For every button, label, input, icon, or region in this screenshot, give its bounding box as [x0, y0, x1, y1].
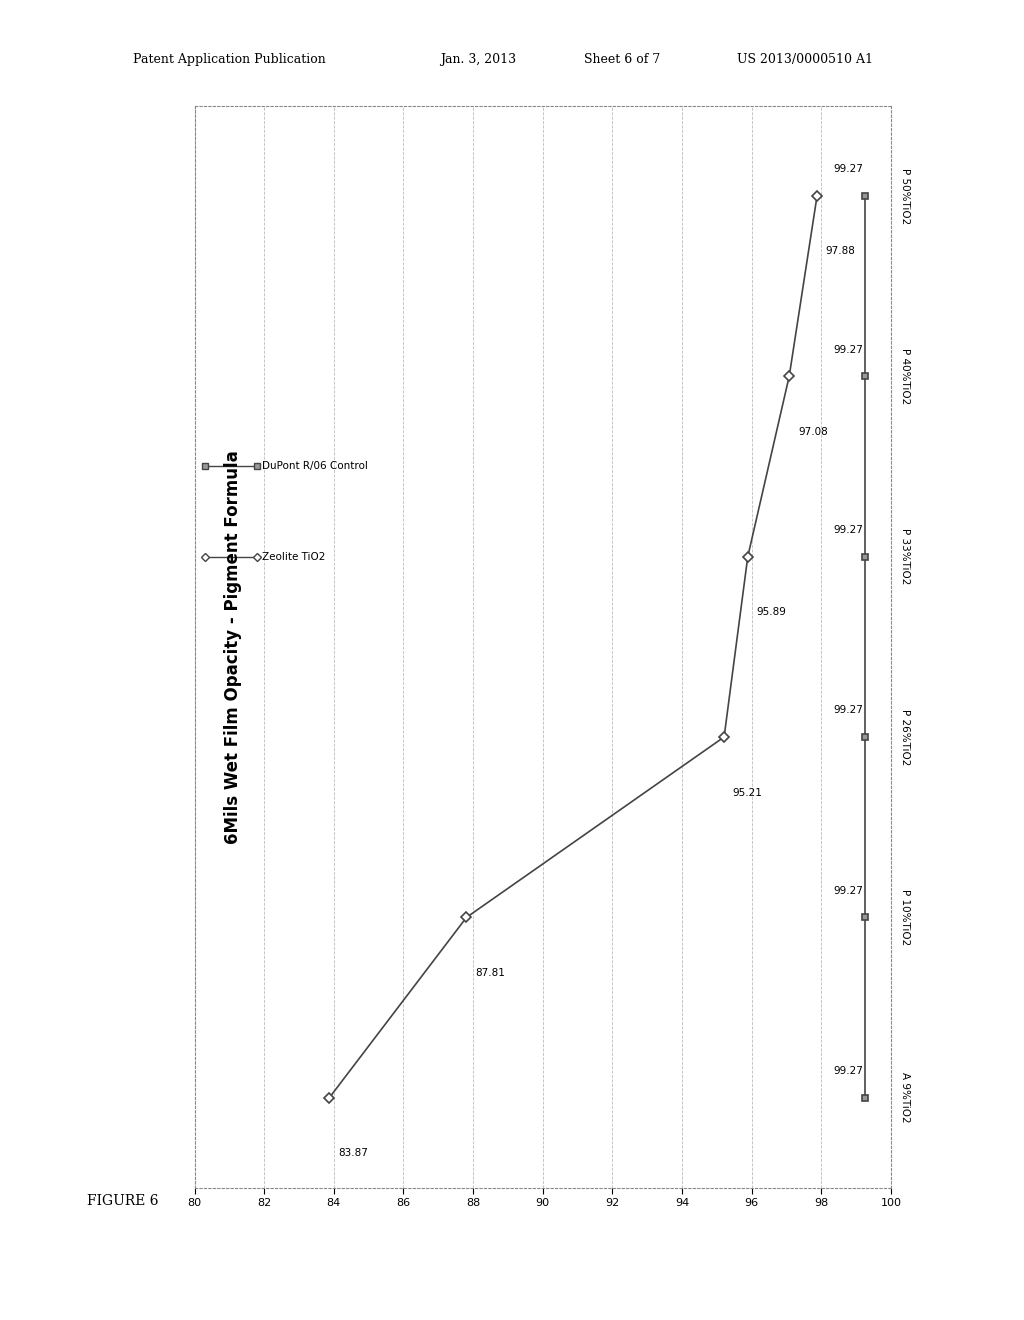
Text: DuPont R/06 Control: DuPont R/06 Control [262, 462, 369, 471]
Text: 83.87: 83.87 [338, 1148, 368, 1159]
Text: FIGURE 6: FIGURE 6 [87, 1193, 159, 1208]
Text: Jan. 3, 2013: Jan. 3, 2013 [440, 53, 516, 66]
Text: Zeolite TiO2: Zeolite TiO2 [262, 552, 326, 561]
Text: Patent Application Publication: Patent Application Publication [133, 53, 326, 66]
Text: 99.27: 99.27 [834, 1067, 863, 1076]
Text: 87.81: 87.81 [475, 968, 505, 978]
Text: 99.27: 99.27 [834, 525, 863, 535]
Text: 99.27: 99.27 [834, 345, 863, 355]
Text: 97.08: 97.08 [798, 426, 827, 437]
Text: 99.27: 99.27 [834, 705, 863, 715]
Text: 99.27: 99.27 [834, 886, 863, 896]
Text: 97.88: 97.88 [825, 247, 856, 256]
Text: 95.89: 95.89 [757, 607, 786, 618]
Text: 99.27: 99.27 [834, 164, 863, 174]
Text: Sheet 6 of 7: Sheet 6 of 7 [584, 53, 659, 66]
Text: 6Mils Wet Film Opacity - Pigment Formula: 6Mils Wet Film Opacity - Pigment Formula [224, 450, 242, 843]
Text: US 2013/0000510 A1: US 2013/0000510 A1 [737, 53, 873, 66]
Text: 95.21: 95.21 [733, 788, 763, 797]
